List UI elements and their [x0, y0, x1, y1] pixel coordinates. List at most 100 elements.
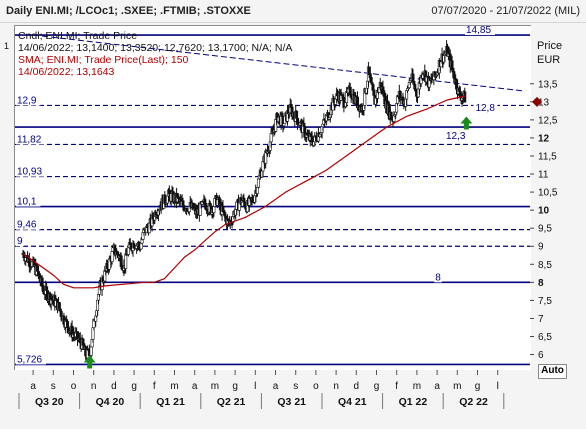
y-tick-label: 12 [538, 133, 550, 144]
x-month-label: g [475, 381, 481, 392]
x-month-label: n [91, 381, 97, 392]
y-tick-label: 8,5 [538, 260, 552, 271]
level-label: 9,46 [17, 220, 37, 231]
x-month-label: d [354, 381, 360, 392]
y-tick-label: 11,5 [538, 151, 557, 162]
level-label-bg [16, 235, 24, 247]
legend-candle-title: Cndl; ENI.MI; Trade Price [18, 30, 138, 42]
plot-content: 14,85 12,9 12,3 11,82 10,93 10,1 9,46 9 8 5,726 [15, 25, 530, 369]
x-month-label: o [313, 381, 319, 392]
x-month-label: n [333, 381, 339, 392]
candle-body [89, 346, 93, 356]
sma-150-line [22, 95, 466, 289]
x-quarter-label: Q1 22 [399, 396, 428, 408]
title-bar: Daily ENI.MI; /LCOc1; .SXEE; .FTMIB; .ST… [0, 0, 586, 23]
currency-label: EUR [537, 54, 561, 66]
x-month-label: o [71, 381, 77, 392]
candle-body [282, 123, 286, 127]
level-label: 8 [435, 272, 441, 283]
x-month-label: l [497, 381, 499, 392]
level-label-bg [16, 94, 41, 106]
level-label-bg [445, 130, 470, 142]
date-range: 07/07/2020 - 21/07/2022 (MIL) [431, 5, 580, 17]
y-tick-label: 9,5 [538, 224, 552, 235]
up-arrow-icon [83, 355, 96, 369]
level-label: 11,82 [17, 134, 42, 145]
level-label: 12,9 [17, 95, 37, 106]
x-month-label: a [273, 381, 279, 392]
current-label-bg [473, 101, 498, 113]
level-label-bg [465, 26, 495, 36]
current-price-marker [532, 96, 542, 107]
plot-area[interactable] [14, 25, 532, 371]
x-month-label: s [51, 381, 56, 392]
y-tick-label: 10,5 [538, 188, 558, 199]
x-quarter-label: Q4 21 [338, 396, 367, 408]
auto-scale-button[interactable]: Auto [538, 364, 567, 379]
candle-body [451, 67, 455, 72]
x-quarter-label: Q3 21 [277, 396, 306, 408]
x-quarter-label: Q3 20 [35, 396, 64, 408]
x-month-label: s [293, 381, 298, 392]
y-tick-label: 12,5 [538, 115, 558, 126]
level-label-bg [16, 353, 46, 365]
y-tick-label: 10 [538, 206, 550, 217]
x-month-label: l [254, 381, 256, 392]
level-label-bg [16, 195, 41, 207]
y-tick-label: 8 [538, 278, 544, 289]
x-month-label: g [232, 381, 238, 392]
x-quarter-label: Q2 22 [459, 396, 488, 408]
x-month-label: a [192, 381, 198, 392]
price-axis[interactable] [531, 25, 585, 371]
trendline [33, 34, 525, 92]
y-tick-label: 13 [538, 97, 550, 108]
y-tick-label: 6,5 [538, 332, 552, 343]
legend-sma-title: SMA; ENI.MI; Trade Price(Last); 150 [18, 54, 189, 66]
x-quarter-label: Q2 21 [217, 396, 246, 408]
level-label: 10,93 [17, 167, 42, 178]
legend: Cndl; ENI.MI; Trade Price 14/06/2022; 13… [18, 30, 292, 78]
level-label-bg [434, 271, 442, 283]
y-tick-label: 13,5 [538, 79, 558, 90]
up-arrow-icon [460, 116, 473, 130]
y-tick-label: 11 [538, 170, 549, 181]
x-month-label: g [131, 381, 137, 392]
x-month-label: m [211, 381, 219, 392]
legend-candle-values: 14/06/2022; 13,1400; 13,3520; 12,7620; 1… [18, 42, 293, 54]
y-tick-label: 7 [538, 314, 544, 325]
candle-body [124, 253, 128, 269]
legend-sma-values: 14/06/2022; 13,1643 [18, 66, 115, 78]
x-month-label: g [374, 381, 380, 392]
time-axis[interactable] [0, 370, 586, 429]
x-month-label: m [413, 381, 421, 392]
y-tick-label: 9 [538, 242, 544, 253]
candle-body [221, 205, 225, 212]
level-label-bg [16, 165, 46, 177]
x-month-label: d [111, 381, 117, 392]
level-label: 12,3 [446, 131, 466, 142]
chart-title: Daily ENI.MI; /LCOc1; .SXEE; .FTMIB; .ST… [6, 5, 251, 17]
candle-body [66, 321, 70, 328]
x-month-label: a [30, 381, 36, 392]
price-axis-title: Price [537, 40, 563, 52]
candle-body [371, 84, 375, 91]
candle-body [256, 178, 260, 188]
left-axis-tick-label: 1 [4, 41, 9, 51]
x-month-label: a [434, 381, 440, 392]
level-label: 10,1 [17, 197, 37, 208]
candle-body [57, 302, 61, 310]
candle-body [295, 110, 299, 119]
level-label: 9 [17, 236, 23, 247]
y-tick-label: 6 [538, 350, 544, 361]
level-label: 5,726 [17, 354, 42, 365]
x-month-label: m [170, 381, 178, 392]
x-month-label: f [395, 381, 398, 392]
level-label: 14,85 [466, 25, 491, 36]
level-label-bg [16, 218, 41, 230]
x-quarter-label: Q1 21 [156, 396, 185, 408]
x-month-label: f [153, 381, 156, 392]
candle-body [110, 251, 114, 262]
current-price-label: 12,8 [475, 103, 495, 114]
level-label-bg [16, 133, 46, 145]
